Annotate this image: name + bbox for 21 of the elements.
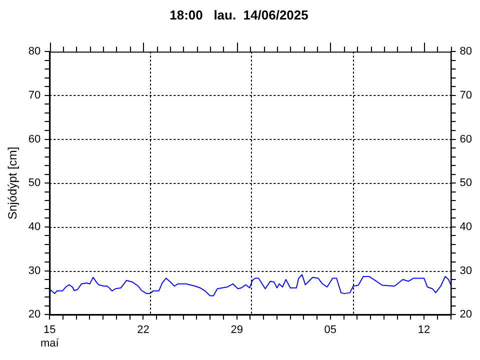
- y2-tick-label: 20: [460, 308, 472, 321]
- y2-tick-label: 70: [460, 89, 472, 102]
- x-tick-label: 29: [230, 324, 243, 336]
- y-tick-label: 80: [28, 46, 41, 58]
- y2-tick-label: 30: [460, 264, 472, 277]
- y-tick-label: 60: [28, 133, 41, 146]
- x-tick-label: 12: [418, 324, 430, 336]
- x-tick-label: 05: [324, 324, 337, 336]
- x-tick-label: 15 maí: [40, 324, 60, 350]
- x-tick-label: 22: [137, 324, 150, 336]
- y-tick-label: 50: [28, 177, 41, 190]
- y-axis-title: Snjódýpt [cm]: [6, 146, 20, 220]
- y2-tick-label: 40: [460, 220, 472, 233]
- y-tick-label: 40: [28, 220, 41, 233]
- y-tick-label: 30: [28, 264, 41, 277]
- y2-tick-label: 50: [460, 177, 472, 190]
- y2-tick-label: 80: [460, 46, 472, 58]
- y-tick-label: 70: [28, 89, 41, 102]
- y-tick-label: 20: [28, 308, 41, 321]
- chart-title: 18:00 lau. 14/06/2025: [170, 7, 308, 22]
- y2-tick-label: 60: [460, 133, 472, 146]
